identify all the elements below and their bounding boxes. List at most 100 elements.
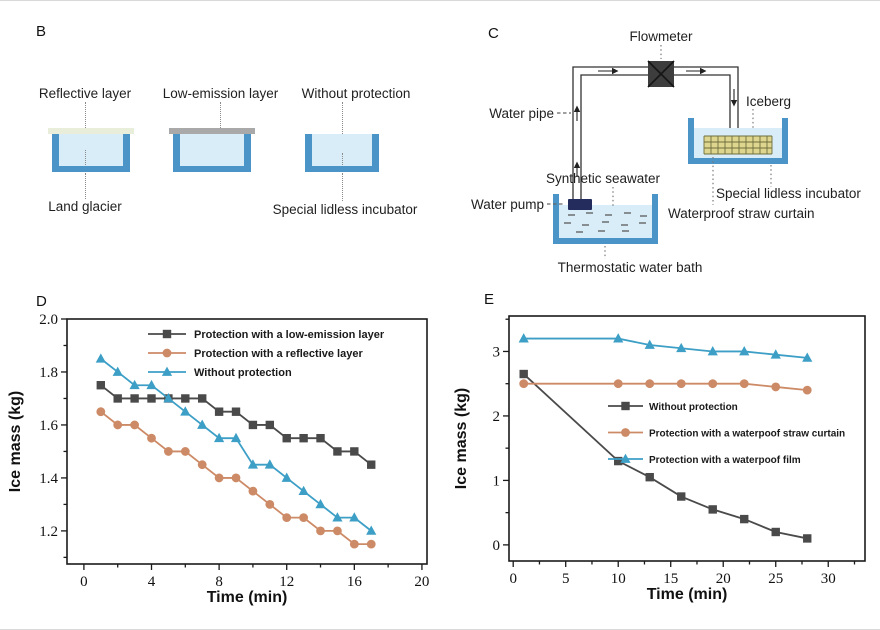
incubator-wall-bottom [688, 158, 788, 164]
marker-triangle [281, 472, 292, 482]
panel-label-b: B [36, 23, 47, 40]
marker-square [708, 505, 717, 514]
marker-square [614, 456, 623, 466]
y-tick-label: 2 [493, 409, 501, 425]
marker-triangle [613, 333, 624, 343]
x-tick-label: 20 [414, 574, 429, 590]
marker-circle [676, 379, 686, 389]
legend-label: Protection with a waterpoof film [649, 455, 801, 466]
marker-triangle [644, 339, 655, 349]
bath-wall-right [652, 194, 658, 244]
marker-triangle [315, 499, 326, 509]
x-axis-title: Time (min) [207, 589, 288, 606]
x-tick-label: 20 [716, 571, 731, 587]
legend-label: Protection with a reflective layer [194, 348, 363, 360]
bath-wall-left [553, 194, 559, 244]
marker-triangle [676, 342, 687, 353]
series-line [523, 382, 808, 392]
panel-label-c: C [488, 25, 499, 42]
marker-circle [130, 420, 140, 430]
marker-square [198, 394, 207, 403]
label-thermostatic-water-bath: Thermostatic water bath [558, 260, 703, 275]
label-special-lidless-incubator: Special lidless incubator [272, 202, 418, 217]
connector-low-emission [220, 102, 221, 128]
marker-triangle [197, 419, 208, 429]
straw-curtain-grid-lines [703, 135, 773, 155]
marker-triangle [739, 346, 750, 356]
legend-label: Without protection [194, 367, 292, 379]
label-water-pipe: Water pipe [489, 106, 554, 121]
label-reflective-layer: Reflective layer [38, 86, 132, 101]
marker-square [162, 329, 172, 339]
marker-circle [316, 526, 325, 536]
marker-square [231, 407, 241, 416]
marker-circle [180, 447, 190, 456]
marker-square [113, 394, 122, 403]
marker-triangle [620, 453, 631, 463]
marker-square [333, 447, 342, 456]
chart-d-ice-mass-vs-time: 0 4 8 12 16 20 1.2 1.4 1.6 1.8 2.0 Time (min) Ice ma… [7, 312, 429, 606]
marker-triangle [264, 459, 275, 469]
series-line [100, 384, 372, 466]
connector-reflective [85, 102, 86, 128]
marker-square [96, 381, 106, 390]
legend-label: Without protection [649, 402, 738, 413]
label-iceberg: Iceberg [746, 94, 791, 109]
marker-circle [802, 385, 812, 395]
y-tick-label: 0 [493, 538, 501, 554]
marker-triangle [146, 379, 157, 390]
marker-square [367, 460, 376, 469]
marker-square [214, 407, 224, 416]
marker-square [130, 394, 139, 403]
marker-circle [231, 473, 241, 483]
marker-triangle [332, 512, 343, 522]
marker-circle [113, 420, 123, 430]
incubator-wall-right [782, 118, 788, 164]
panel-c-diagram: Flowmeter Water pipe Iceberg Water pump … [471, 29, 861, 275]
series-line [100, 358, 372, 532]
marker-square [621, 401, 630, 411]
x-tick-label: 8 [215, 574, 223, 590]
plot-frame [66, 318, 428, 565]
connector-glacier-lower [85, 173, 86, 199]
incubator-no-protection [305, 134, 379, 172]
reflective-layer-strip [48, 128, 134, 134]
y-axis-title: Ice mass (kg) [7, 391, 24, 492]
water-ripple-dashes [564, 212, 647, 233]
chart-e-ice-mass-vs-time: 0 5 10 15 20 25 30 0 1 2 3 Time (min) Ice mass (kg) W… [453, 315, 866, 603]
marker-triangle [112, 366, 123, 376]
x-axis-title: Time (min) [647, 586, 728, 603]
marker-square [519, 369, 528, 379]
connector-incubator-upper [342, 153, 343, 165]
marker-circle [214, 473, 224, 483]
incubator-reflective [52, 134, 130, 172]
bath-wall-bottom [553, 238, 658, 244]
marker-circle [645, 379, 655, 389]
label-waterproof-straw-curtain: Waterproof straw curtain [668, 206, 815, 221]
marker-square [265, 420, 275, 430]
y-tick-label: 1.6 [39, 418, 58, 434]
marker-triangle [802, 352, 813, 362]
marker-circle [248, 486, 258, 496]
x-tick-label: 16 [347, 574, 363, 590]
marker-circle [621, 428, 630, 437]
marker-triangle [518, 333, 529, 343]
x-tick-label: 4 [148, 574, 156, 590]
incubator-low-emission [173, 134, 251, 172]
marker-triangle [770, 349, 781, 359]
y-tick-label: 2.0 [39, 312, 58, 328]
straw-curtain-grid [704, 136, 772, 154]
label-flowmeter: Flowmeter [629, 29, 693, 44]
label-special-lidless-incubator: Special lidless incubator [716, 186, 861, 201]
x-tick-label: 0 [80, 574, 88, 590]
x-tick-label: 30 [821, 571, 836, 587]
marker-circle [164, 447, 173, 456]
label-synthetic-seawater: Synthetic seawater [546, 171, 661, 186]
label-low-emission-layer: Low-emission layer [162, 86, 279, 101]
marker-square [181, 394, 190, 403]
plot-frame [508, 315, 866, 562]
y-tick-label: 1.4 [39, 471, 58, 487]
panel-label-e: E [484, 291, 495, 308]
label-water-pump: Water pump [471, 197, 544, 212]
